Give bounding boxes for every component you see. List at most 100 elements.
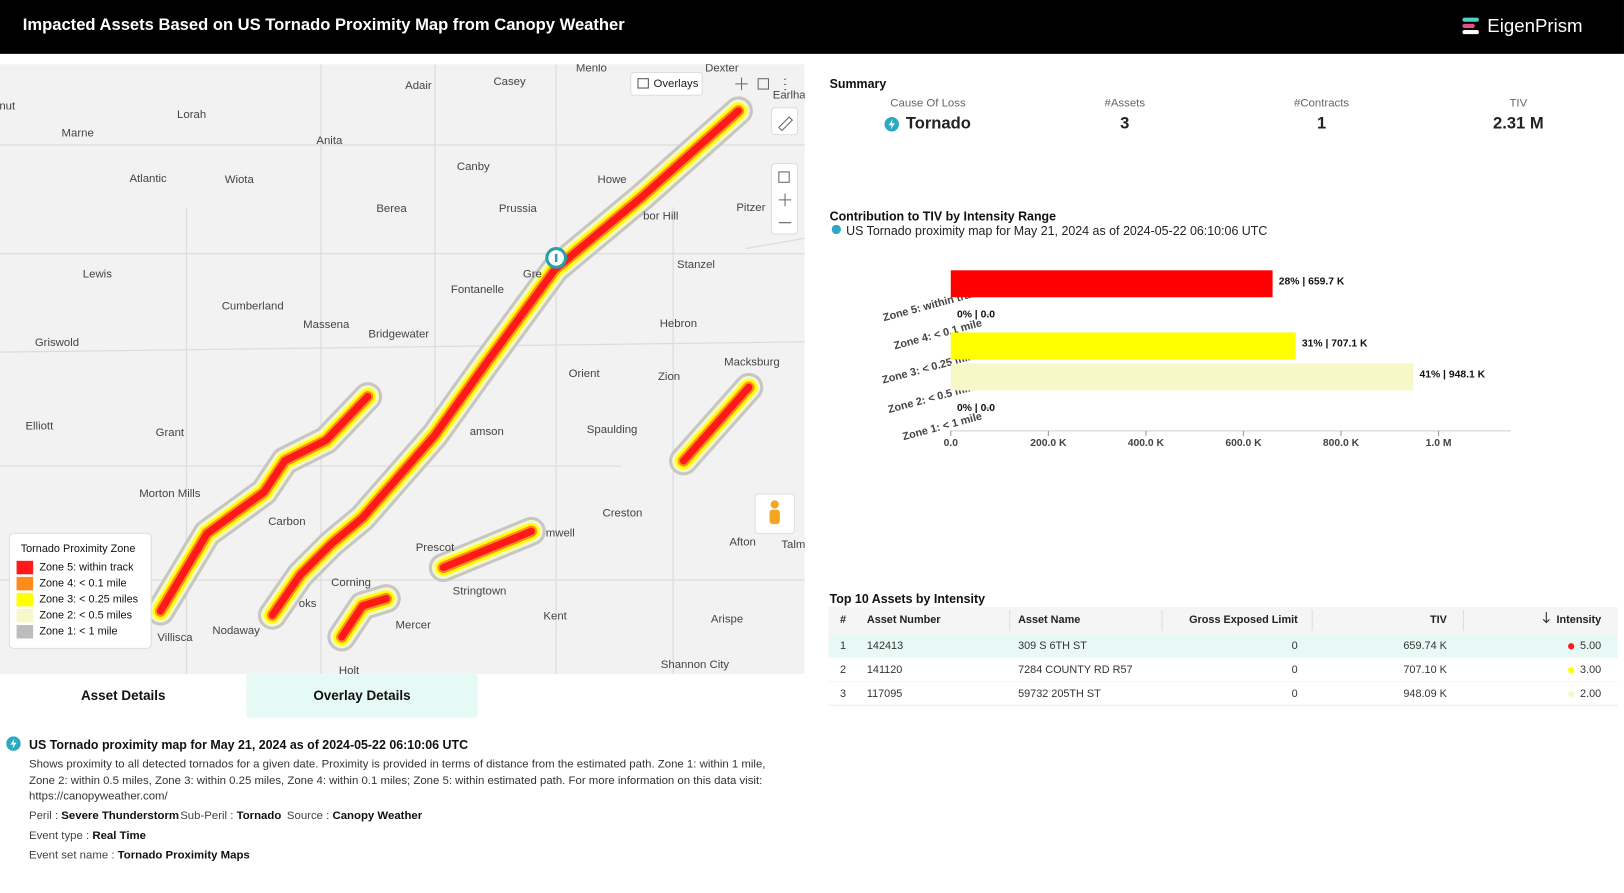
field-value: Tornado Proximity Maps bbox=[117, 849, 250, 862]
value-label: 0% | 0.0 bbox=[957, 310, 995, 321]
place-label: Wiota bbox=[225, 174, 255, 186]
details-description: Shows proximity to all detected tornados… bbox=[28, 758, 766, 803]
place-label: Holt bbox=[339, 665, 360, 674]
place-label: Shannon City bbox=[661, 659, 730, 671]
place-label: Corning bbox=[331, 577, 371, 589]
field-value: Canopy Weather bbox=[332, 809, 423, 823]
cell: 707.10 K bbox=[1403, 664, 1447, 676]
value-label: 0% | 0.0 bbox=[957, 403, 995, 414]
legend-swatch bbox=[16, 560, 34, 575]
place-label: oks bbox=[299, 598, 317, 610]
place-label: Morton Mills bbox=[139, 488, 201, 500]
column-header: Asset Name bbox=[1018, 614, 1080, 626]
info-dot bbox=[831, 224, 841, 235]
chart: 0.0 200.0 K 400.0 K 600.0 K 800.0 K 1.0 M Zone… bbox=[881, 270, 1512, 449]
legend-swatch bbox=[16, 576, 34, 591]
intensity-dot bbox=[1568, 690, 1575, 698]
value-label: 31% | 707.1 K bbox=[1302, 339, 1368, 350]
column-header: # bbox=[840, 614, 846, 626]
x-tick-label: 400.0 K bbox=[1128, 438, 1165, 449]
place-label: Earlha bbox=[773, 89, 805, 101]
details-title: US Tornado proximity map for May 21, 202… bbox=[28, 737, 469, 752]
cell: 141120 bbox=[867, 664, 902, 676]
cell: 117095 bbox=[867, 688, 902, 700]
place-label: Orient bbox=[569, 368, 601, 380]
bar bbox=[950, 332, 1296, 360]
cause-icon bbox=[884, 117, 899, 132]
tab[interactable]: Asset Details bbox=[80, 687, 166, 704]
map[interactable]: Menlo Dexter Adair Casey Earlha nut Lorah Marne… bbox=[0, 64, 805, 675]
place-label: mwell bbox=[546, 527, 575, 539]
cell: 309 S 6TH ST bbox=[1018, 640, 1087, 652]
page-title: Impacted Assets Based on US Tornado Prox… bbox=[22, 16, 625, 35]
legend-label: Zone 1: < 1 mile bbox=[39, 626, 117, 638]
cell: 1 bbox=[840, 640, 846, 652]
place-label: Nodaway bbox=[212, 625, 260, 637]
cell: 0 bbox=[1292, 688, 1298, 700]
place-label: Villisca bbox=[157, 632, 193, 644]
place-label: Spaulding bbox=[587, 424, 638, 436]
place-label: Talm bbox=[781, 539, 804, 551]
place-label: bor Hill bbox=[643, 210, 678, 222]
place-label: Lewis bbox=[83, 268, 112, 280]
place-label: Pitzer bbox=[736, 202, 765, 214]
tornado-tracks bbox=[146, 96, 764, 652]
cell: 0 bbox=[1292, 640, 1298, 652]
tab[interactable]: Overlay Details bbox=[246, 674, 478, 718]
legend-swatch bbox=[16, 592, 34, 607]
place-label: Berea bbox=[376, 203, 407, 215]
asset-pin[interactable] bbox=[545, 247, 568, 269]
summary-value: Tornado bbox=[905, 114, 971, 133]
cell: 3 bbox=[840, 688, 846, 700]
roads bbox=[0, 64, 805, 675]
column-header: TIV bbox=[1430, 614, 1448, 626]
overlays-button[interactable]: Overlays bbox=[630, 71, 703, 96]
value-label: 28% | 659.7 K bbox=[1279, 276, 1345, 287]
cell: 7284 COUNTY RD R57 bbox=[1018, 664, 1132, 676]
place-label: Atlantic bbox=[129, 173, 167, 185]
place-label: amson bbox=[470, 426, 504, 438]
intensity-dot bbox=[1568, 666, 1575, 674]
place-label: Mercer bbox=[396, 620, 432, 632]
sort-arrow bbox=[1542, 612, 1550, 624]
cell: 948.09 K bbox=[1403, 688, 1447, 700]
cell: 3.00 bbox=[1580, 664, 1601, 676]
place-label: Lorah bbox=[177, 109, 206, 121]
header: Impacted Assets Based on US Tornado Prox… bbox=[0, 0, 1624, 54]
place-label: Elliott bbox=[25, 421, 54, 433]
place-label: Gre bbox=[523, 268, 542, 280]
place-label: Stringtown bbox=[453, 585, 507, 597]
x-tick-label: 800.0 K bbox=[1323, 438, 1360, 449]
x-tick-label: 0.0 bbox=[944, 438, 959, 449]
place-label: nut bbox=[0, 101, 16, 113]
map-tools[interactable] bbox=[735, 77, 799, 235]
summary-value: 3 bbox=[1120, 114, 1130, 133]
detail-field: Event type : Real Time bbox=[29, 830, 146, 842]
legend-label: Zone 3: < 0.25 miles bbox=[39, 594, 138, 606]
place-label: Dexter bbox=[705, 64, 739, 74]
legend-label: Zone 2: < 0.5 miles bbox=[39, 610, 132, 622]
value-label: 41% | 948.1 K bbox=[1419, 370, 1485, 381]
place-label: Arispe bbox=[711, 613, 743, 625]
place-label: Cumberland bbox=[222, 301, 284, 313]
detail-field: Peril : Severe Thunderstorm bbox=[29, 810, 179, 822]
info-icon bbox=[6, 736, 21, 751]
table-title: Top 10 Assets by Intensity bbox=[829, 591, 985, 606]
detail-field: Event set name : Tornado Proximity Maps bbox=[29, 849, 250, 861]
place-label: Marne bbox=[62, 128, 94, 140]
cell: 659.74 K bbox=[1403, 640, 1447, 652]
column-header: Intensity bbox=[1557, 614, 1602, 626]
y-tick-label: Zone 1: < 1 mile bbox=[901, 410, 983, 443]
track bbox=[439, 527, 535, 572]
field-label: Sub-Peril : bbox=[180, 809, 234, 823]
column-header: Asset Number bbox=[867, 614, 941, 626]
summary-title: Summary bbox=[829, 76, 887, 92]
place-label: Grant bbox=[156, 427, 185, 439]
bar bbox=[950, 363, 1414, 391]
street-view[interactable] bbox=[754, 493, 795, 534]
field-label: Source : bbox=[286, 809, 330, 823]
legend-title: Tornado Proximity Zone bbox=[21, 543, 136, 555]
place-label: Afton bbox=[729, 537, 756, 549]
bar bbox=[950, 270, 1273, 298]
header-row bbox=[828, 606, 1618, 634]
